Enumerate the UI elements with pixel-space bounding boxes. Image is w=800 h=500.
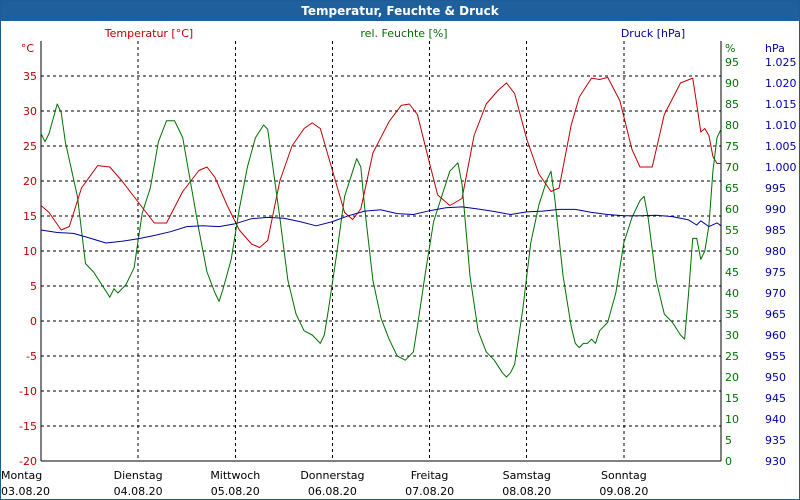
humidity-tick-label: 55 — [725, 224, 739, 237]
humidity-tick-label: 25 — [725, 350, 739, 363]
x-date-label: 06.08.20 — [308, 485, 357, 498]
pressure-series-line — [40, 206, 722, 244]
pressure-tick-label: 985 — [765, 224, 786, 237]
humidity-tick-label: 20 — [725, 371, 739, 384]
x-date-label: 04.08.20 — [114, 485, 163, 498]
temperature-tick-label: -10 — [19, 385, 37, 398]
humidity-tick-label: 65 — [725, 182, 739, 195]
humidity-tick-label: 10 — [725, 413, 739, 426]
temperature-unit-label: °C — [21, 42, 35, 55]
pressure-unit-label: hPa — [765, 42, 785, 55]
x-day-label: Freitag — [411, 469, 449, 482]
temperature-tick-label: -5 — [26, 350, 37, 363]
temperature-tick-label: 20 — [23, 175, 37, 188]
plot-border — [40, 41, 722, 462]
temperature-tick-label: 25 — [23, 140, 37, 153]
temperature-tick-label: -15 — [19, 420, 37, 433]
pressure-tick-label: 1.010 — [765, 119, 797, 132]
pressure-tick-label: 965 — [765, 308, 786, 321]
series-lines — [40, 76, 722, 378]
pressure-tick-label: 1.020 — [765, 77, 797, 90]
humidity-tick-label: 35 — [725, 308, 739, 321]
pressure-tick-label: 1.005 — [765, 140, 797, 153]
temperature-tick-label: 0 — [30, 315, 37, 328]
temperature-axis-title: Temperatur [°C] — [104, 27, 193, 40]
temperature-tick-label: 10 — [23, 245, 37, 258]
pressure-tick-label: 935 — [765, 434, 786, 447]
humidity-unit-label: % — [725, 42, 735, 55]
pressure-tick-label: 970 — [765, 287, 786, 300]
humidity-tick-label: 5 — [725, 434, 732, 447]
temperature-tick-label: 5 — [30, 280, 37, 293]
pressure-tick-label: 995 — [765, 182, 786, 195]
humidity-tick-label: 50 — [725, 245, 739, 258]
pressure-tick-label: 955 — [765, 350, 786, 363]
grid-lines — [41, 41, 721, 462]
humidity-series-line — [40, 103, 722, 378]
temperature-tick-label: 30 — [23, 105, 37, 118]
humidity-tick-label: 15 — [725, 392, 739, 405]
pressure-tick-label: 940 — [765, 413, 786, 426]
humidity-tick-label: 70 — [725, 161, 739, 174]
temperature-tick-label: -20 — [19, 455, 37, 468]
pressure-tick-label: 1.025 — [765, 56, 797, 69]
humidity-tick-label: 85 — [725, 98, 739, 111]
x-day-label: Donnerstag — [300, 469, 364, 482]
x-date-label: 03.08.20 — [1, 485, 50, 498]
humidity-tick-label: 40 — [725, 287, 739, 300]
humidity-tick-label: 45 — [725, 266, 739, 279]
pressure-tick-label: 960 — [765, 329, 786, 342]
pressure-tick-label: 930 — [765, 455, 786, 468]
pressure-tick-label: 1.000 — [765, 161, 797, 174]
humidity-tick-label: 75 — [725, 140, 739, 153]
humidity-tick-label: 0 — [725, 455, 732, 468]
humidity-tick-label: 95 — [725, 56, 739, 69]
axis-labels: -20 -15 -10 -5 0 5 10 15 20 25 30 35 °C 0 5 10 15 20 25 30 3… — [1, 27, 797, 498]
pressure-tick-label: 975 — [765, 266, 786, 279]
pressure-tick-label: 980 — [765, 245, 786, 258]
x-date-label: 05.08.20 — [211, 485, 260, 498]
pressure-tick-label: 1.015 — [765, 98, 797, 111]
pressure-tick-label: 945 — [765, 392, 786, 405]
x-day-label: Montag — [1, 469, 42, 482]
window-title: Temperatur, Feuchte & Druck — [1, 1, 799, 21]
pressure-tick-label: 990 — [765, 203, 786, 216]
pressure-tick-label: 950 — [765, 371, 786, 384]
temperature-series-line — [40, 76, 721, 248]
humidity-tick-label: 30 — [725, 329, 739, 342]
pressure-axis-title: Druck [hPa] — [621, 27, 685, 40]
temperature-tick-label: 35 — [23, 70, 37, 83]
x-date-label: 08.08.20 — [502, 485, 551, 498]
humidity-axis-title: rel. Feuchte [%] — [360, 27, 447, 40]
weather-chart: -20 -15 -10 -5 0 5 10 15 20 25 30 35 °C 0 5 10 15 20 25 30 3… — [1, 27, 797, 498]
temperature-tick-label: 15 — [23, 210, 37, 223]
x-date-label: 09.08.20 — [599, 485, 648, 498]
x-day-label: Sonntag — [601, 469, 647, 482]
x-day-label: Mittwoch — [210, 469, 260, 482]
x-day-label: Dienstag — [114, 469, 163, 482]
humidity-tick-label: 80 — [725, 119, 739, 132]
humidity-tick-label: 90 — [725, 77, 739, 90]
x-date-label: 07.08.20 — [405, 485, 454, 498]
humidity-tick-label: 60 — [725, 203, 739, 216]
x-day-label: Samstag — [503, 469, 551, 482]
